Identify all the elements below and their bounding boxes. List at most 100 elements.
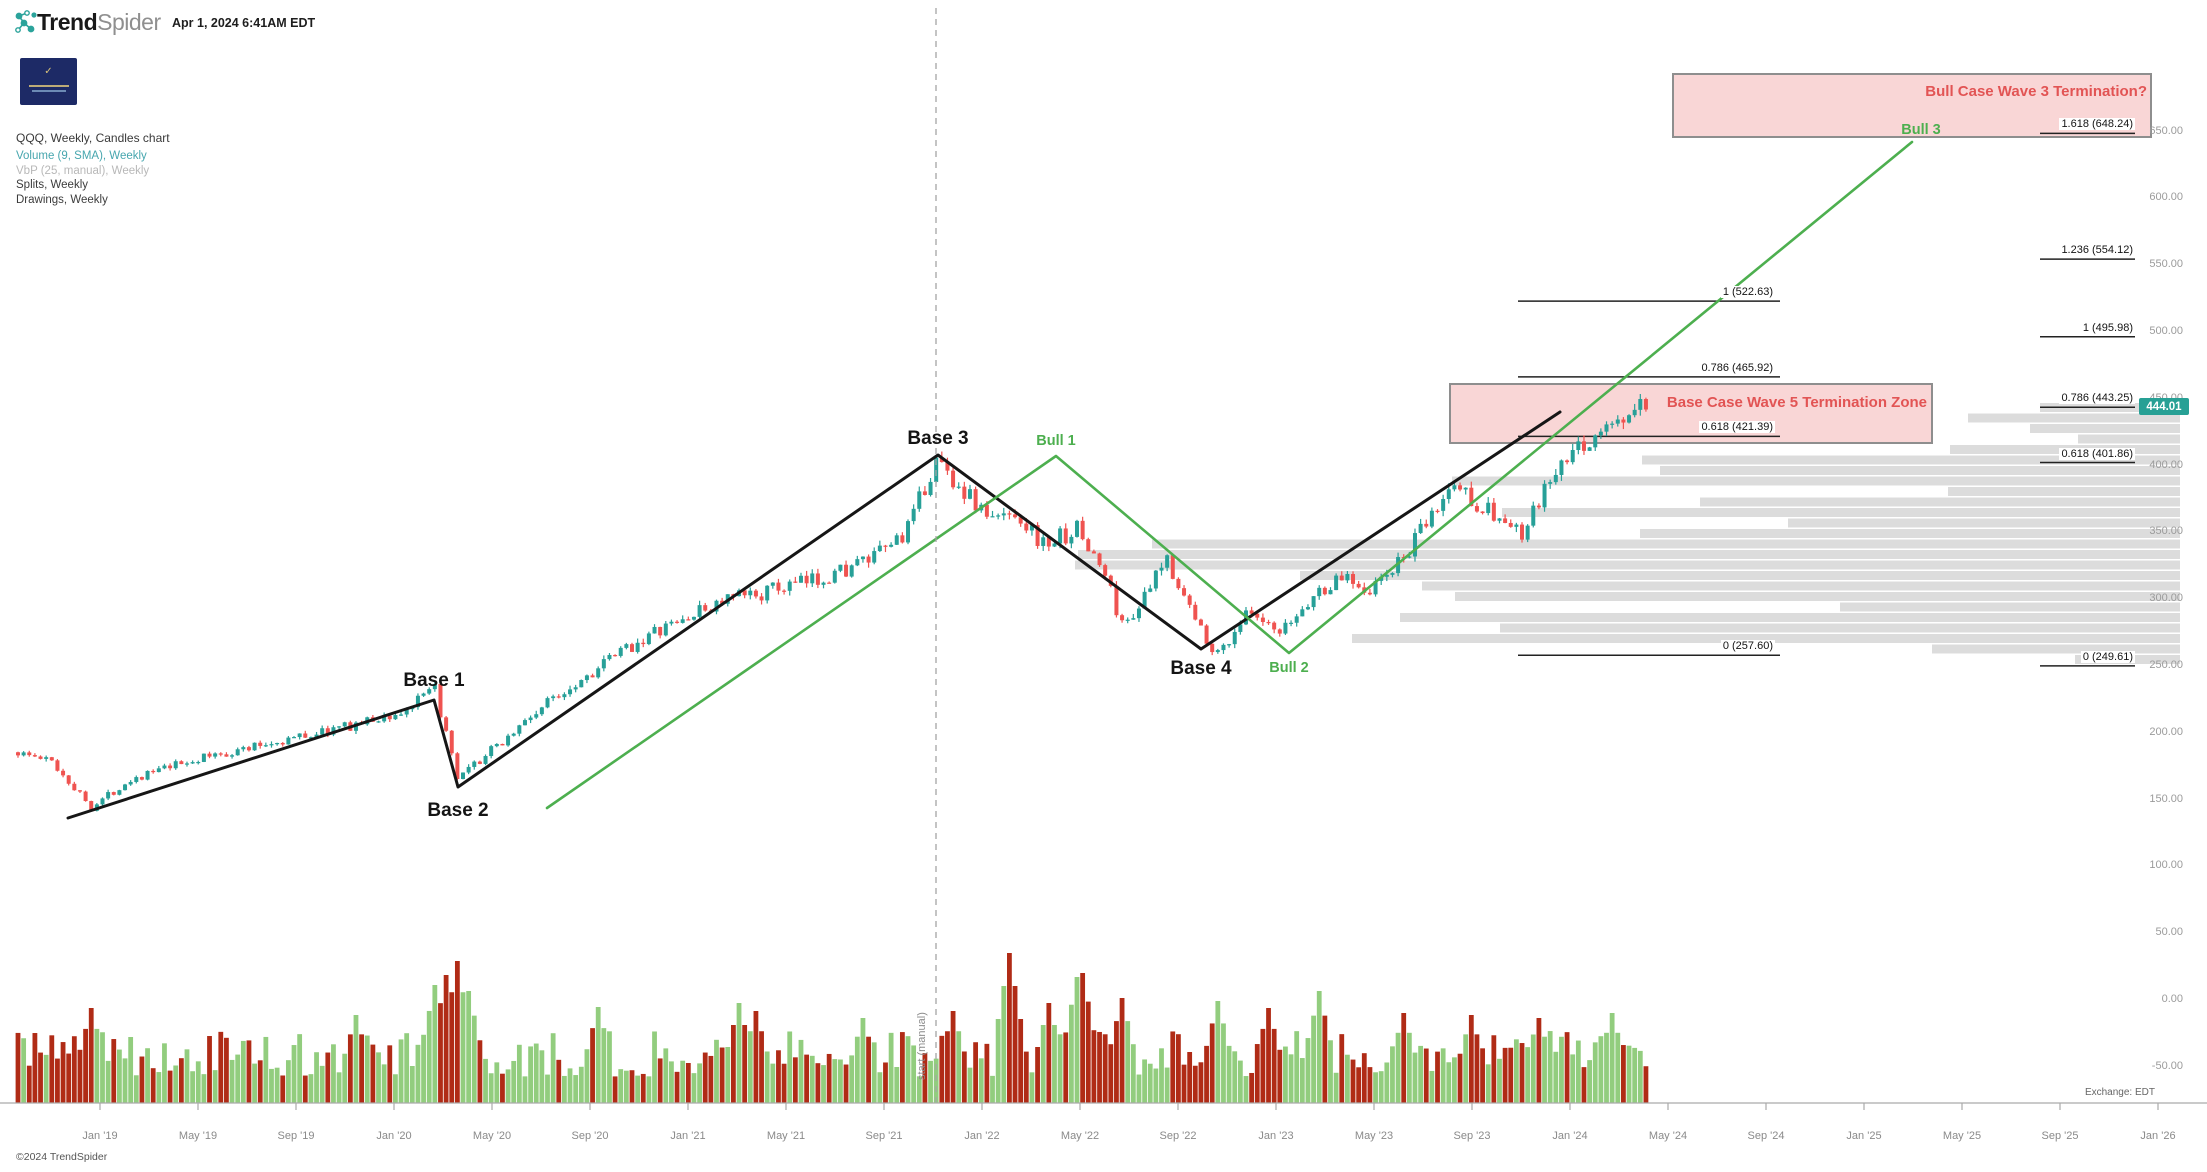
candle-body [556,696,561,698]
volume-bar [1046,1003,1052,1103]
volume-bar [1164,1067,1170,1103]
candle-body [235,749,240,756]
base-wave-line[interactable] [66,410,1562,820]
vbp-bar [1968,413,2180,423]
volume-bar [1170,1031,1176,1103]
candle-body [320,728,325,735]
candle-body [1238,624,1243,632]
candle-body [489,746,494,757]
volume-bar [1260,1028,1266,1103]
volume-bars [15,953,1649,1103]
account-avatar-logo: ✓ [20,58,77,105]
volume-bar [1361,1053,1367,1103]
volume-bar [669,1061,674,1103]
volume-bar [229,1059,235,1103]
volume-bar [702,1052,708,1103]
volume-bar [336,1072,342,1103]
volume-bar [207,1036,212,1103]
volume-bar [1553,1051,1559,1103]
candle-body [1548,482,1553,484]
symbol-legend[interactable]: QQQ, Weekly, Candles chart [16,131,170,145]
candle-body [179,761,184,765]
avatar-emblem-icon: ✓ [44,66,53,77]
volume-bar [466,991,472,1103]
candle-body [1542,483,1547,508]
volume-bar [939,1035,945,1103]
volume-bar [1440,1048,1446,1103]
indicator-legend-item[interactable]: VbP (25, manual), Weekly [16,164,150,177]
volume-bar [826,1053,832,1103]
volume-bar [38,1052,43,1103]
indicator-legend-item[interactable]: Volume (9, SMA), Weekly [16,150,147,162]
volume-bar [1311,1015,1316,1103]
volume-bar [1007,953,1012,1103]
candle-body [21,752,26,756]
candle-body [1289,622,1294,624]
candle-body [1458,485,1463,490]
candle-body [1418,523,1423,534]
volume-bar [1621,1045,1626,1103]
volume-bar [674,1071,680,1103]
volume-bar [635,1075,641,1103]
candle-body [894,535,899,545]
volume-bar [595,1007,601,1103]
candle-body [1469,487,1474,507]
candle-body [686,619,691,621]
volume-bar [753,1011,759,1103]
candle-body [1486,502,1491,514]
vbp-bar [1352,634,2180,643]
candle-body [691,616,696,620]
candle-body [889,544,894,547]
candle-body [111,792,116,795]
vbp-bar [1660,466,2180,475]
volume-bar [1401,1013,1407,1103]
indicator-legend-item[interactable]: Drawings, Weekly [16,193,108,206]
vbp-bar [1500,623,2180,633]
volume-bar [759,1031,764,1103]
volume-bar [88,1008,94,1103]
candle-body [303,733,308,738]
candle-body [1148,588,1153,592]
volume-bar [1119,998,1125,1103]
volume-bar [100,1032,105,1103]
candle-body [286,737,291,745]
volume-bar [1570,1054,1576,1103]
base-case-zone[interactable] [1449,383,1933,444]
candle-body [190,762,195,764]
brand-spider: Spider [97,9,161,35]
candle-body [1367,592,1372,595]
bull-wave-line[interactable] [545,140,1914,810]
candle-body [1159,567,1164,571]
volume-bar [325,1052,331,1103]
volume-bar [1040,1025,1046,1103]
vbp-bar [1642,455,2180,465]
volume-bar [984,1043,990,1103]
volume-bar [1378,1071,1384,1103]
volume-bar [1057,1034,1063,1103]
candle-body [399,714,404,716]
candle-body [1266,621,1271,624]
candle-body [432,683,437,690]
volume-bar [533,1043,539,1103]
candle-body [1615,419,1620,424]
candle-body [139,777,144,780]
candle-body [1080,520,1085,540]
volume-bar [1519,1043,1525,1103]
indicator-legend-item[interactable]: Splits, Weekly [16,179,89,191]
candle-body [500,743,505,746]
vbp-bar [1152,539,2180,549]
vbp-bar [1455,592,2180,601]
bull-case-zone[interactable] [1672,73,2152,138]
volume-bar [1344,1054,1350,1103]
candle-body [258,742,263,746]
volume-bar [1001,986,1007,1103]
volume-bar [471,1015,477,1103]
volume-bar [1305,1038,1311,1103]
candle-body [658,626,663,636]
volume-bar [945,1031,950,1103]
volume-by-price-histogram [1075,403,2180,664]
candle-body [1514,524,1519,527]
candle-body [675,621,680,623]
vbp-bar [1075,560,2180,570]
